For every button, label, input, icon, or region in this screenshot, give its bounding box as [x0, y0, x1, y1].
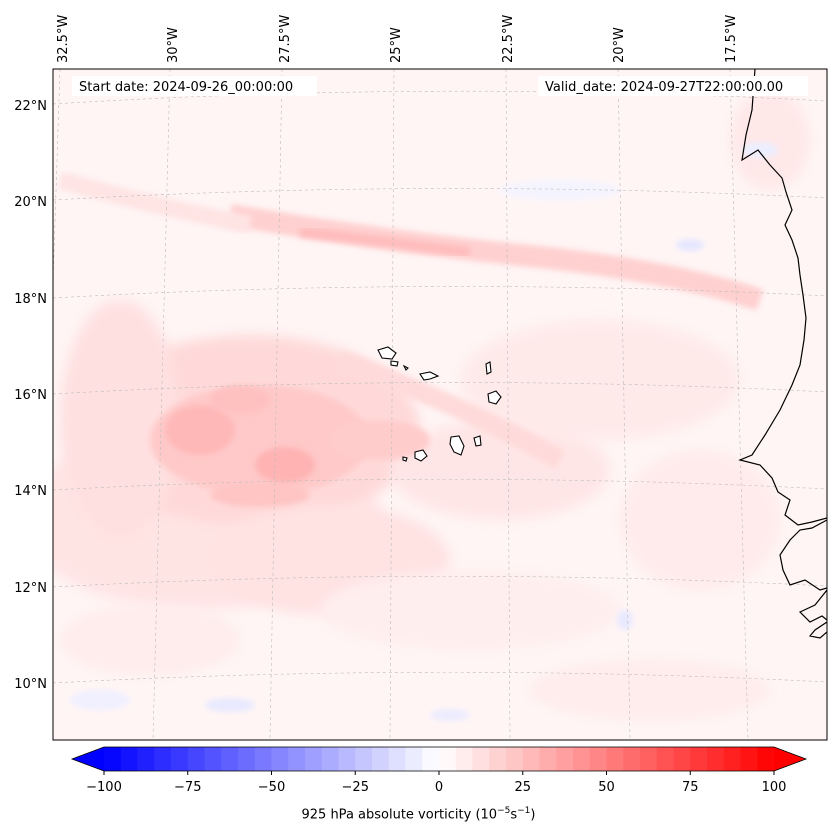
colorbar-segment [104, 747, 122, 771]
colorbar-segment [305, 747, 323, 771]
colorbar-tick-label: −50 [258, 780, 285, 795]
lon-label: 27.5°W [278, 15, 293, 63]
valid-date-box [538, 76, 808, 96]
colorbar-segment [187, 747, 206, 771]
colorbar-segment [757, 747, 775, 771]
colorbar-segment [556, 747, 574, 771]
colorbar-segment [656, 747, 675, 771]
lon-label: 17.5°W [724, 15, 739, 63]
colorbar-segment [321, 747, 340, 771]
colorbar-segment [640, 747, 658, 771]
colorbar-segment [271, 747, 289, 771]
colorbar [70, 746, 808, 772]
lat-label: 10°N [14, 677, 47, 692]
colorbar-segment [372, 747, 390, 771]
colorbar-segment [221, 747, 239, 771]
colorbar-segment [740, 747, 758, 771]
lat-label: 14°N [14, 484, 47, 499]
colorbar-segment [355, 747, 373, 771]
colorbar-segment [506, 747, 524, 771]
lat-label: 12°N [14, 581, 47, 596]
colorbar-segment [690, 747, 708, 771]
lon-label: 25°W [389, 27, 404, 63]
colorbar-segment [154, 747, 172, 771]
cape-verde-islands [377, 346, 502, 462]
coastline [738, 69, 827, 639]
start-date-box [72, 76, 317, 96]
colorbar-segment [204, 747, 222, 771]
map-frame [52, 68, 828, 741]
latitude-labels: 22°N 20°N 18°N 16°N 14°N 12°N 10°N [14, 99, 47, 692]
lon-label: 20°W [612, 27, 627, 63]
colorbar-tick-label: −75 [174, 780, 201, 795]
colorbar-segment [489, 747, 507, 771]
colorbar-segment [238, 747, 256, 771]
colorbar-tick-label: −25 [342, 780, 369, 795]
colorbar-tick-label: 0 [435, 780, 443, 795]
colorbar-segment [171, 747, 189, 771]
colorbar-tick-label: 100 [762, 780, 787, 795]
start-date-label: Start date: 2024-09-26_00:00:00 [79, 80, 293, 95]
lon-label: 32.5°W [56, 15, 71, 63]
colorbar-segment [573, 747, 591, 771]
lat-label: 18°N [14, 292, 47, 307]
colorbar-segment [589, 747, 608, 771]
graticule [53, 69, 827, 740]
colorbar-segment [723, 747, 742, 771]
colorbar-extend-min [72, 747, 104, 771]
colorbar-tick-label: 75 [682, 780, 699, 795]
colorbar-segment [388, 747, 407, 771]
valid-date-label: Valid_date: 2024-09-27T22:00:00.00 [545, 80, 783, 95]
colorbar-segment [405, 747, 423, 771]
colorbar-segment [254, 747, 273, 771]
colorbar-segment [623, 747, 641, 771]
colorbar-segment [422, 747, 440, 771]
colorbar-segment [673, 747, 691, 771]
colorbar-segment [539, 747, 557, 771]
colorbar-segment [120, 747, 139, 771]
colorbar-label: 925 hPa absolute vorticity (10−5s−1) [301, 806, 536, 823]
lon-label: 30°W [166, 27, 181, 63]
vorticity-field [53, 90, 810, 721]
lon-label: 22.5°W [501, 15, 516, 63]
longitude-labels: 32.5°W 30°W 27.5°W 25°W 22.5°W 20°W 17.5… [56, 15, 739, 63]
colorbar-segment [707, 747, 725, 771]
lat-label: 22°N [14, 99, 47, 114]
colorbar-segment [522, 747, 541, 771]
colorbar-segment [137, 747, 155, 771]
colorbar-extend-max [774, 747, 806, 771]
colorbar-segment [439, 747, 457, 771]
colorbar-segment [338, 747, 356, 771]
colorbar-tick-label: 50 [598, 780, 615, 795]
colorbar-segment [472, 747, 490, 771]
lat-label: 16°N [14, 388, 47, 403]
colorbar-segment [288, 747, 306, 771]
colorbar-segment [606, 747, 624, 771]
colorbar-tick-label: −100 [86, 780, 122, 795]
lat-label: 20°N [14, 195, 47, 210]
colorbar-tick-label: 25 [514, 780, 531, 795]
colorbar-segment [455, 747, 474, 771]
colorbar-ticks: −100 −75 −50 −25 0 25 50 75 100 [86, 771, 786, 795]
